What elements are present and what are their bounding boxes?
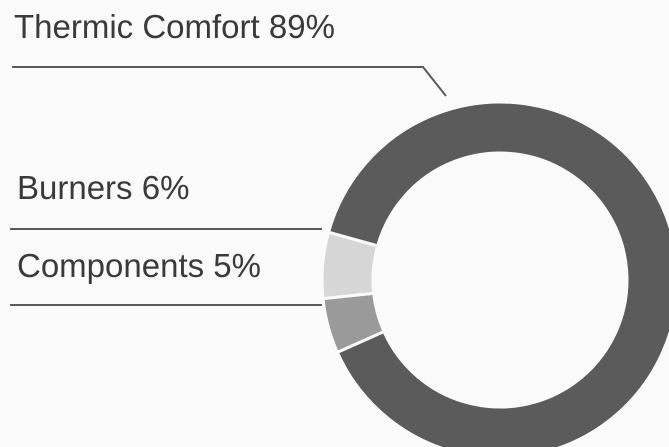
slice-label-components: Components 5%	[17, 247, 261, 284]
slice-label-burners: Burners 6%	[17, 169, 189, 206]
label-components: Components 5%	[10, 247, 322, 306]
donut-slices	[320, 100, 669, 447]
label-thermic-comfort: Thermic Comfort 89%	[12, 8, 447, 97]
leader-line-thermic-comfort	[12, 66, 447, 97]
label-burners: Burners 6%	[10, 169, 322, 230]
slice-label-thermic-comfort: Thermic Comfort 89%	[14, 8, 335, 45]
slice-thermic-comfort	[326, 100, 669, 447]
